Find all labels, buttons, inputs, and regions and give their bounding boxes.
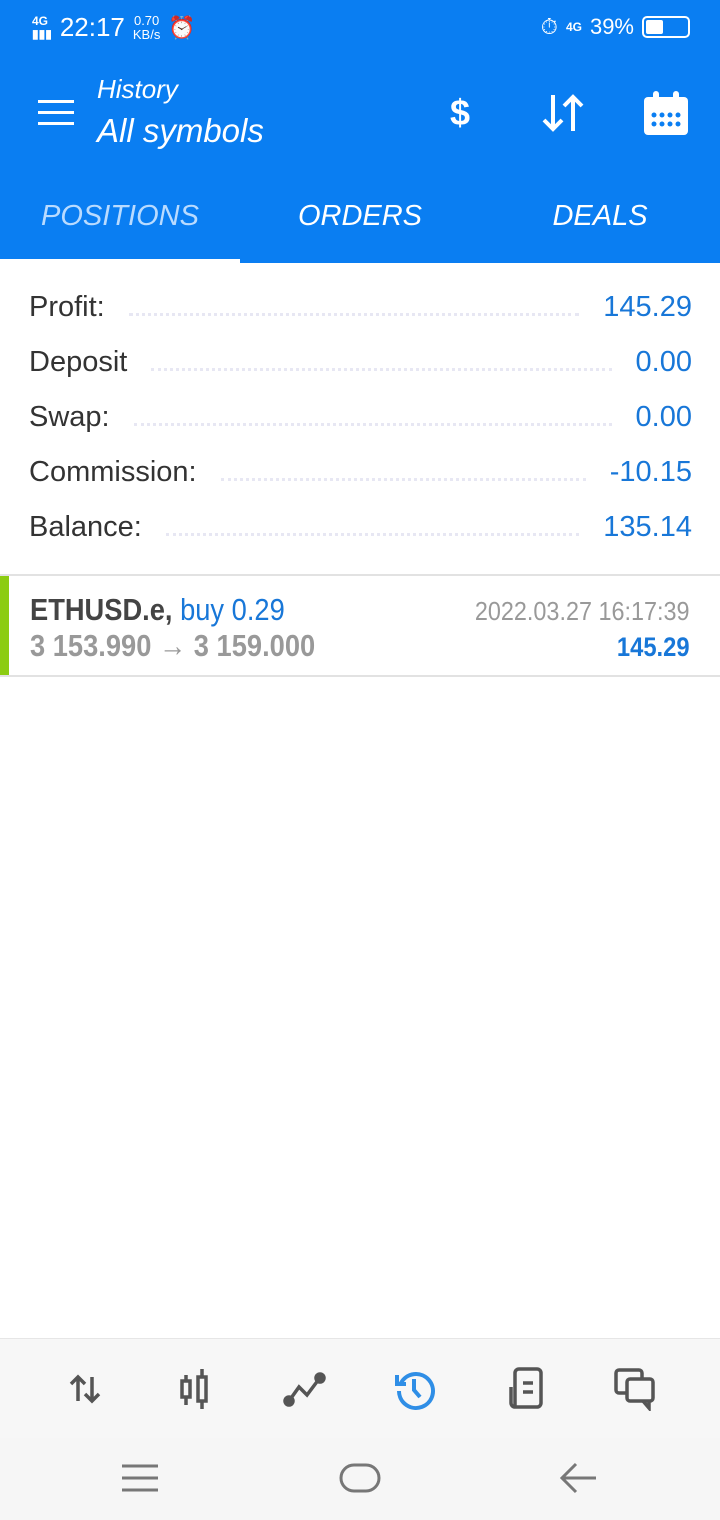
summary-row-commission: Commission: -10.15 [0, 445, 720, 500]
position-profit: 145.29 [617, 632, 690, 662]
net-speed: 0.70 KB/s [132, 12, 161, 42]
news-icon[interactable] [500, 1364, 550, 1414]
value: 0.00 [635, 346, 692, 378]
label: Deposit [29, 346, 128, 378]
network-icon: 4G [565, 19, 582, 34]
home-icon[interactable] [330, 1458, 390, 1498]
divider [165, 520, 580, 536]
tab-positions[interactable]: POSITIONS [0, 170, 240, 263]
value: 145.29 [603, 291, 692, 323]
value: 135.14 [603, 511, 692, 543]
battery-percent: 39% [589, 14, 634, 39]
buy-indicator [0, 576, 9, 675]
position-prices: 3 153.990 → 3 159.000 [30, 628, 316, 663]
battery-icon [642, 16, 690, 38]
value: 0.00 [635, 401, 692, 433]
position-side: buy 0.29 [180, 592, 285, 627]
label: Swap: [29, 401, 110, 433]
clock: 22:17 [59, 12, 125, 42]
chat-icon[interactable] [610, 1364, 660, 1414]
divider [128, 300, 580, 316]
summary-row-deposit: Deposit 0.00 [0, 335, 720, 390]
divider [151, 355, 612, 371]
summary-row-swap: Swap: 0.00 [0, 390, 720, 445]
position-row[interactable]: ETHUSD.e, buy 0.29 3 153.990 → 3 159.000… [0, 574, 720, 677]
divider [133, 410, 612, 426]
back-icon[interactable] [550, 1458, 610, 1498]
label: Commission: [29, 456, 197, 488]
summary: Profit: 145.29 Deposit 0.00 Swap: 0.00 Comm… [0, 280, 720, 555]
page-title: History [97, 74, 178, 104]
tab-orders[interactable]: ORDERS [297, 200, 423, 232]
app-header: 4G ▮▮▮ 22:17 0.70 KB/s ⏰ ⏱ 4G 39% History … [0, 0, 720, 263]
position-symbol: ETHUSD.e, buy 0.29 [30, 592, 285, 627]
status-bar: 4G ▮▮▮ 22:17 0.70 KB/s ⏰ ⏱ 4G 39% [0, 0, 720, 56]
position-datetime: 2022.03.27 16:17:39 [475, 596, 690, 626]
menu-icon[interactable] [38, 100, 74, 126]
chart-icon[interactable] [170, 1364, 220, 1414]
signal-icon: 4G ▮▮▮ [32, 13, 52, 41]
history-icon[interactable] [390, 1364, 440, 1414]
symbol-filter[interactable]: All symbols [97, 112, 264, 149]
recent-apps-icon[interactable] [110, 1458, 170, 1498]
calendar-icon[interactable] [641, 88, 691, 138]
value: -10.15 [609, 456, 692, 488]
label: Profit: [29, 291, 105, 323]
currency-exchange-icon[interactable]: $ [449, 92, 471, 133]
alarm-icon: ⏰ [168, 14, 196, 40]
sort-icon[interactable] [538, 88, 588, 138]
tab-deals[interactable]: DEALS [552, 200, 648, 232]
divider [220, 465, 586, 481]
trade-icon[interactable] [280, 1364, 330, 1414]
quotes-icon[interactable] [60, 1364, 110, 1414]
label: Balance: [29, 511, 142, 543]
bottom-nav [0, 1338, 720, 1438]
summary-row-profit: Profit: 145.29 [0, 280, 720, 335]
system-nav [0, 1438, 720, 1520]
alarm-icon: ⏱ [540, 14, 558, 39]
summary-row-balance: Balance: 135.14 [0, 500, 720, 555]
